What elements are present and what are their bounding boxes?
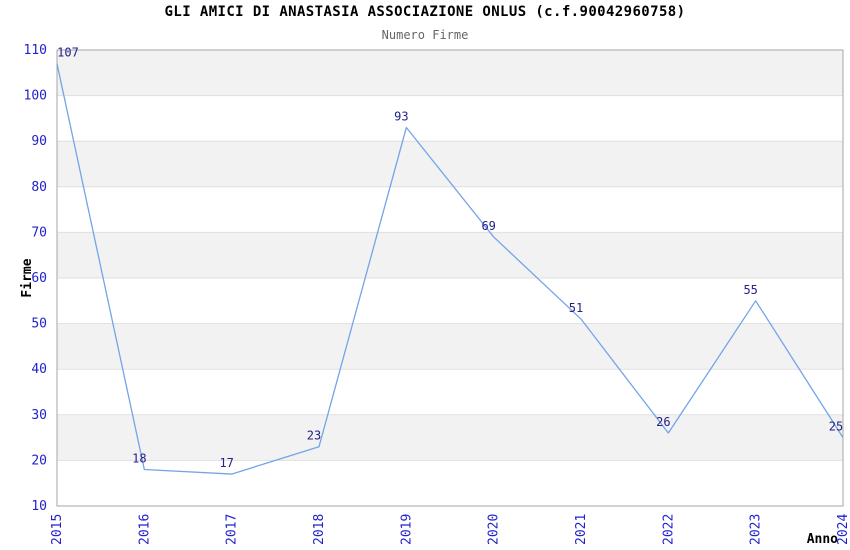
point-label: 93 xyxy=(394,110,408,124)
y-tick-label: 90 xyxy=(31,134,47,149)
grid-band xyxy=(57,50,843,96)
x-tick-label: 2015 xyxy=(50,514,65,545)
y-tick-label: 60 xyxy=(31,271,47,286)
x-tick-label: 2022 xyxy=(661,514,676,545)
y-tick-label: 70 xyxy=(31,225,47,240)
chart-title: GLI AMICI DI ANASTASIA ASSOCIAZIONE ONLU… xyxy=(164,4,686,20)
y-tick-label: 10 xyxy=(31,499,47,514)
data-series-line xyxy=(56,63,844,475)
point-label: 55 xyxy=(743,283,757,297)
point-label: 69 xyxy=(481,219,495,233)
y-tick-label: 110 xyxy=(24,43,47,58)
y-tick-label: 40 xyxy=(31,362,47,377)
grid-band xyxy=(57,232,843,278)
point-label: 51 xyxy=(569,301,583,315)
grid-band xyxy=(57,414,843,461)
x-tick-label: 2016 xyxy=(137,514,152,545)
x-tick-label: 2019 xyxy=(399,514,414,545)
y-tick-label: 50 xyxy=(31,317,47,332)
y-tick-label: 30 xyxy=(31,408,47,423)
point-label: 17 xyxy=(219,456,233,470)
x-tick-label: 2021 xyxy=(574,514,589,545)
chart-subtitle: Numero Firme xyxy=(381,28,469,42)
point-label: 23 xyxy=(307,429,321,443)
y-axis-title: Firme xyxy=(20,258,35,297)
x-tick-label: 2024 xyxy=(836,514,850,545)
x-tick-label: 2023 xyxy=(749,514,764,545)
point-label: 107 xyxy=(57,46,79,60)
x-axis-title: Anno xyxy=(807,532,838,547)
point-label: 25 xyxy=(829,420,843,434)
plot-border xyxy=(56,49,844,507)
x-tick-label: 2017 xyxy=(225,514,240,545)
y-tick-label: 20 xyxy=(31,453,47,468)
x-tick-label: 2018 xyxy=(312,514,327,545)
y-tick-label: 100 xyxy=(24,89,47,104)
x-tick-label: 2020 xyxy=(487,514,502,545)
grid-band xyxy=(57,141,843,187)
grid-band xyxy=(57,323,843,370)
y-tick-label: 80 xyxy=(31,180,47,195)
point-label: 18 xyxy=(132,452,146,466)
point-label: 26 xyxy=(656,415,670,429)
